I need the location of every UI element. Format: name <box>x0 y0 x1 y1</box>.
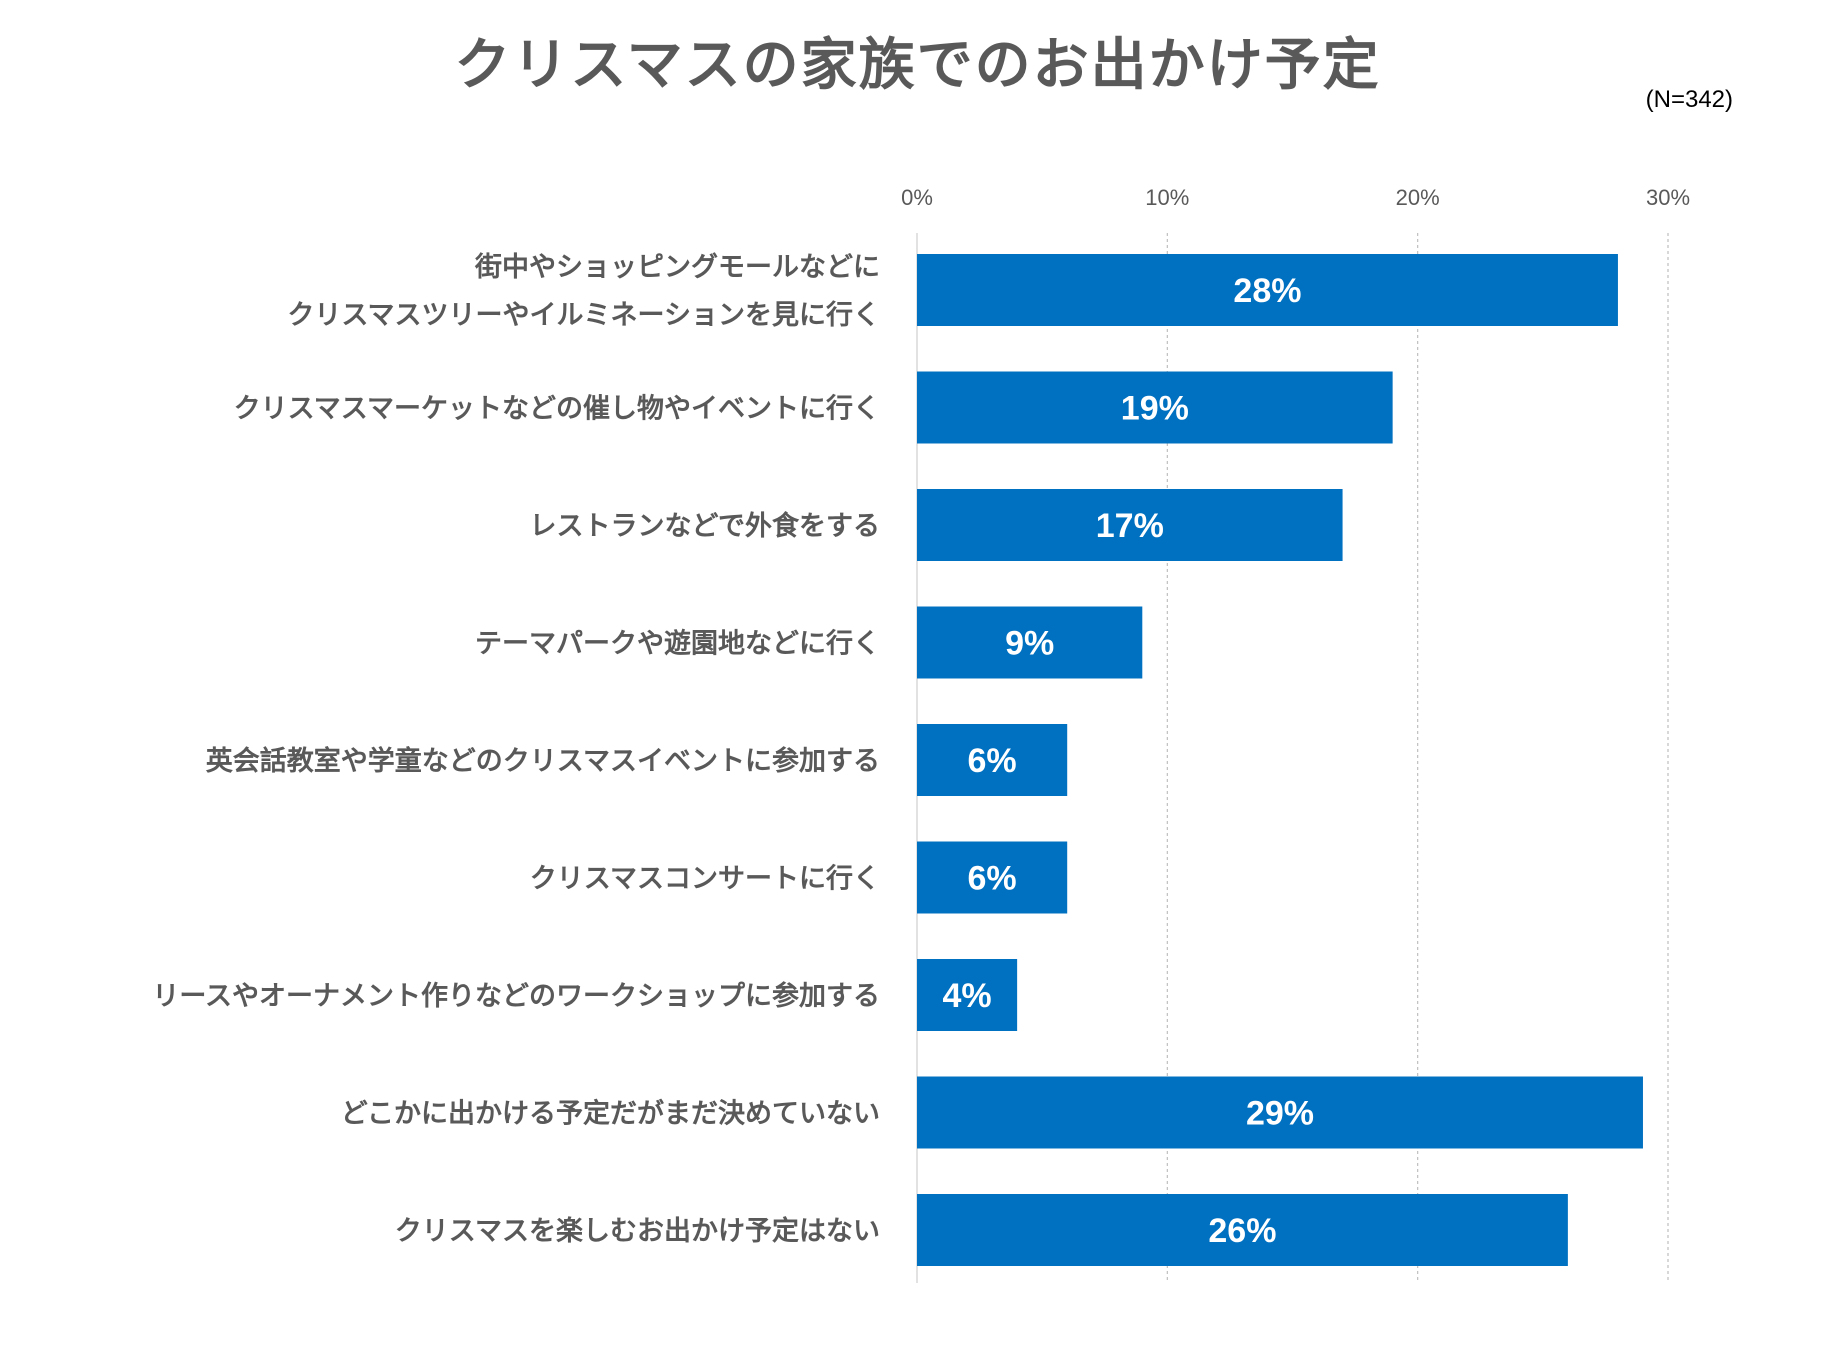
category-label: クリスマスコンサートに行く <box>530 863 880 895</box>
bar <box>917 959 1018 1031</box>
x-tick-label: 0% <box>901 185 933 210</box>
chart-title: クリスマスの家族でのお出かけ予定 <box>454 33 1381 98</box>
x-tick-label: 30% <box>1646 185 1690 210</box>
category-label: レストランなどで外食をする <box>530 510 880 542</box>
bar-value-label: 26% <box>1208 1212 1276 1250</box>
bars: 28% 19% 17% 9% 6% 6% 4% 29% 26% <box>917 254 1643 1266</box>
bar <box>917 371 1393 444</box>
bar <box>917 1076 1643 1149</box>
category-label: クリスマスマーケットなどの催し物やイベントに行く <box>234 393 880 425</box>
bar-value-label: 4% <box>942 977 991 1015</box>
bar-value-label: 17% <box>1096 507 1164 545</box>
category-label: 街中やショッピングモールなどに <box>474 251 880 283</box>
bar <box>917 841 1068 914</box>
category-labels: 街中やショッピングモールなどにクリスマスツリーやイルミネーションを見に行くクリス… <box>152 251 880 1247</box>
category-label: 英会話教室や学童などのクリスマスイベントに参加する <box>206 745 880 777</box>
sample-size-note: (N=342) <box>1645 86 1733 113</box>
x-tick-label: 20% <box>1396 185 1440 210</box>
category-label: クリスマスツリーやイルミネーションを見に行く <box>287 299 880 331</box>
bar <box>917 1194 1568 1266</box>
category-label: テーマパークや遊園地などに行く <box>475 628 880 660</box>
bar-value-label: 6% <box>968 742 1017 780</box>
bar <box>917 489 1343 561</box>
bar-value-label: 6% <box>968 860 1017 898</box>
bar-value-label: 28% <box>1233 272 1301 310</box>
bar <box>917 606 1143 679</box>
bar <box>917 724 1068 796</box>
category-label: クリスマスを楽しむお出かけ予定はない <box>395 1215 880 1247</box>
bar-value-label: 29% <box>1246 1095 1314 1133</box>
bar <box>917 254 1618 326</box>
category-label: リースやオーナメント作りなどのワークショップに参加する <box>152 980 880 1012</box>
bar-value-label: 19% <box>1121 390 1189 428</box>
category-label: どこかに出かける予定だがまだ決めていない <box>341 1098 880 1130</box>
bar-value-label: 9% <box>1005 625 1054 663</box>
x-tick-label: 10% <box>1145 185 1189 210</box>
